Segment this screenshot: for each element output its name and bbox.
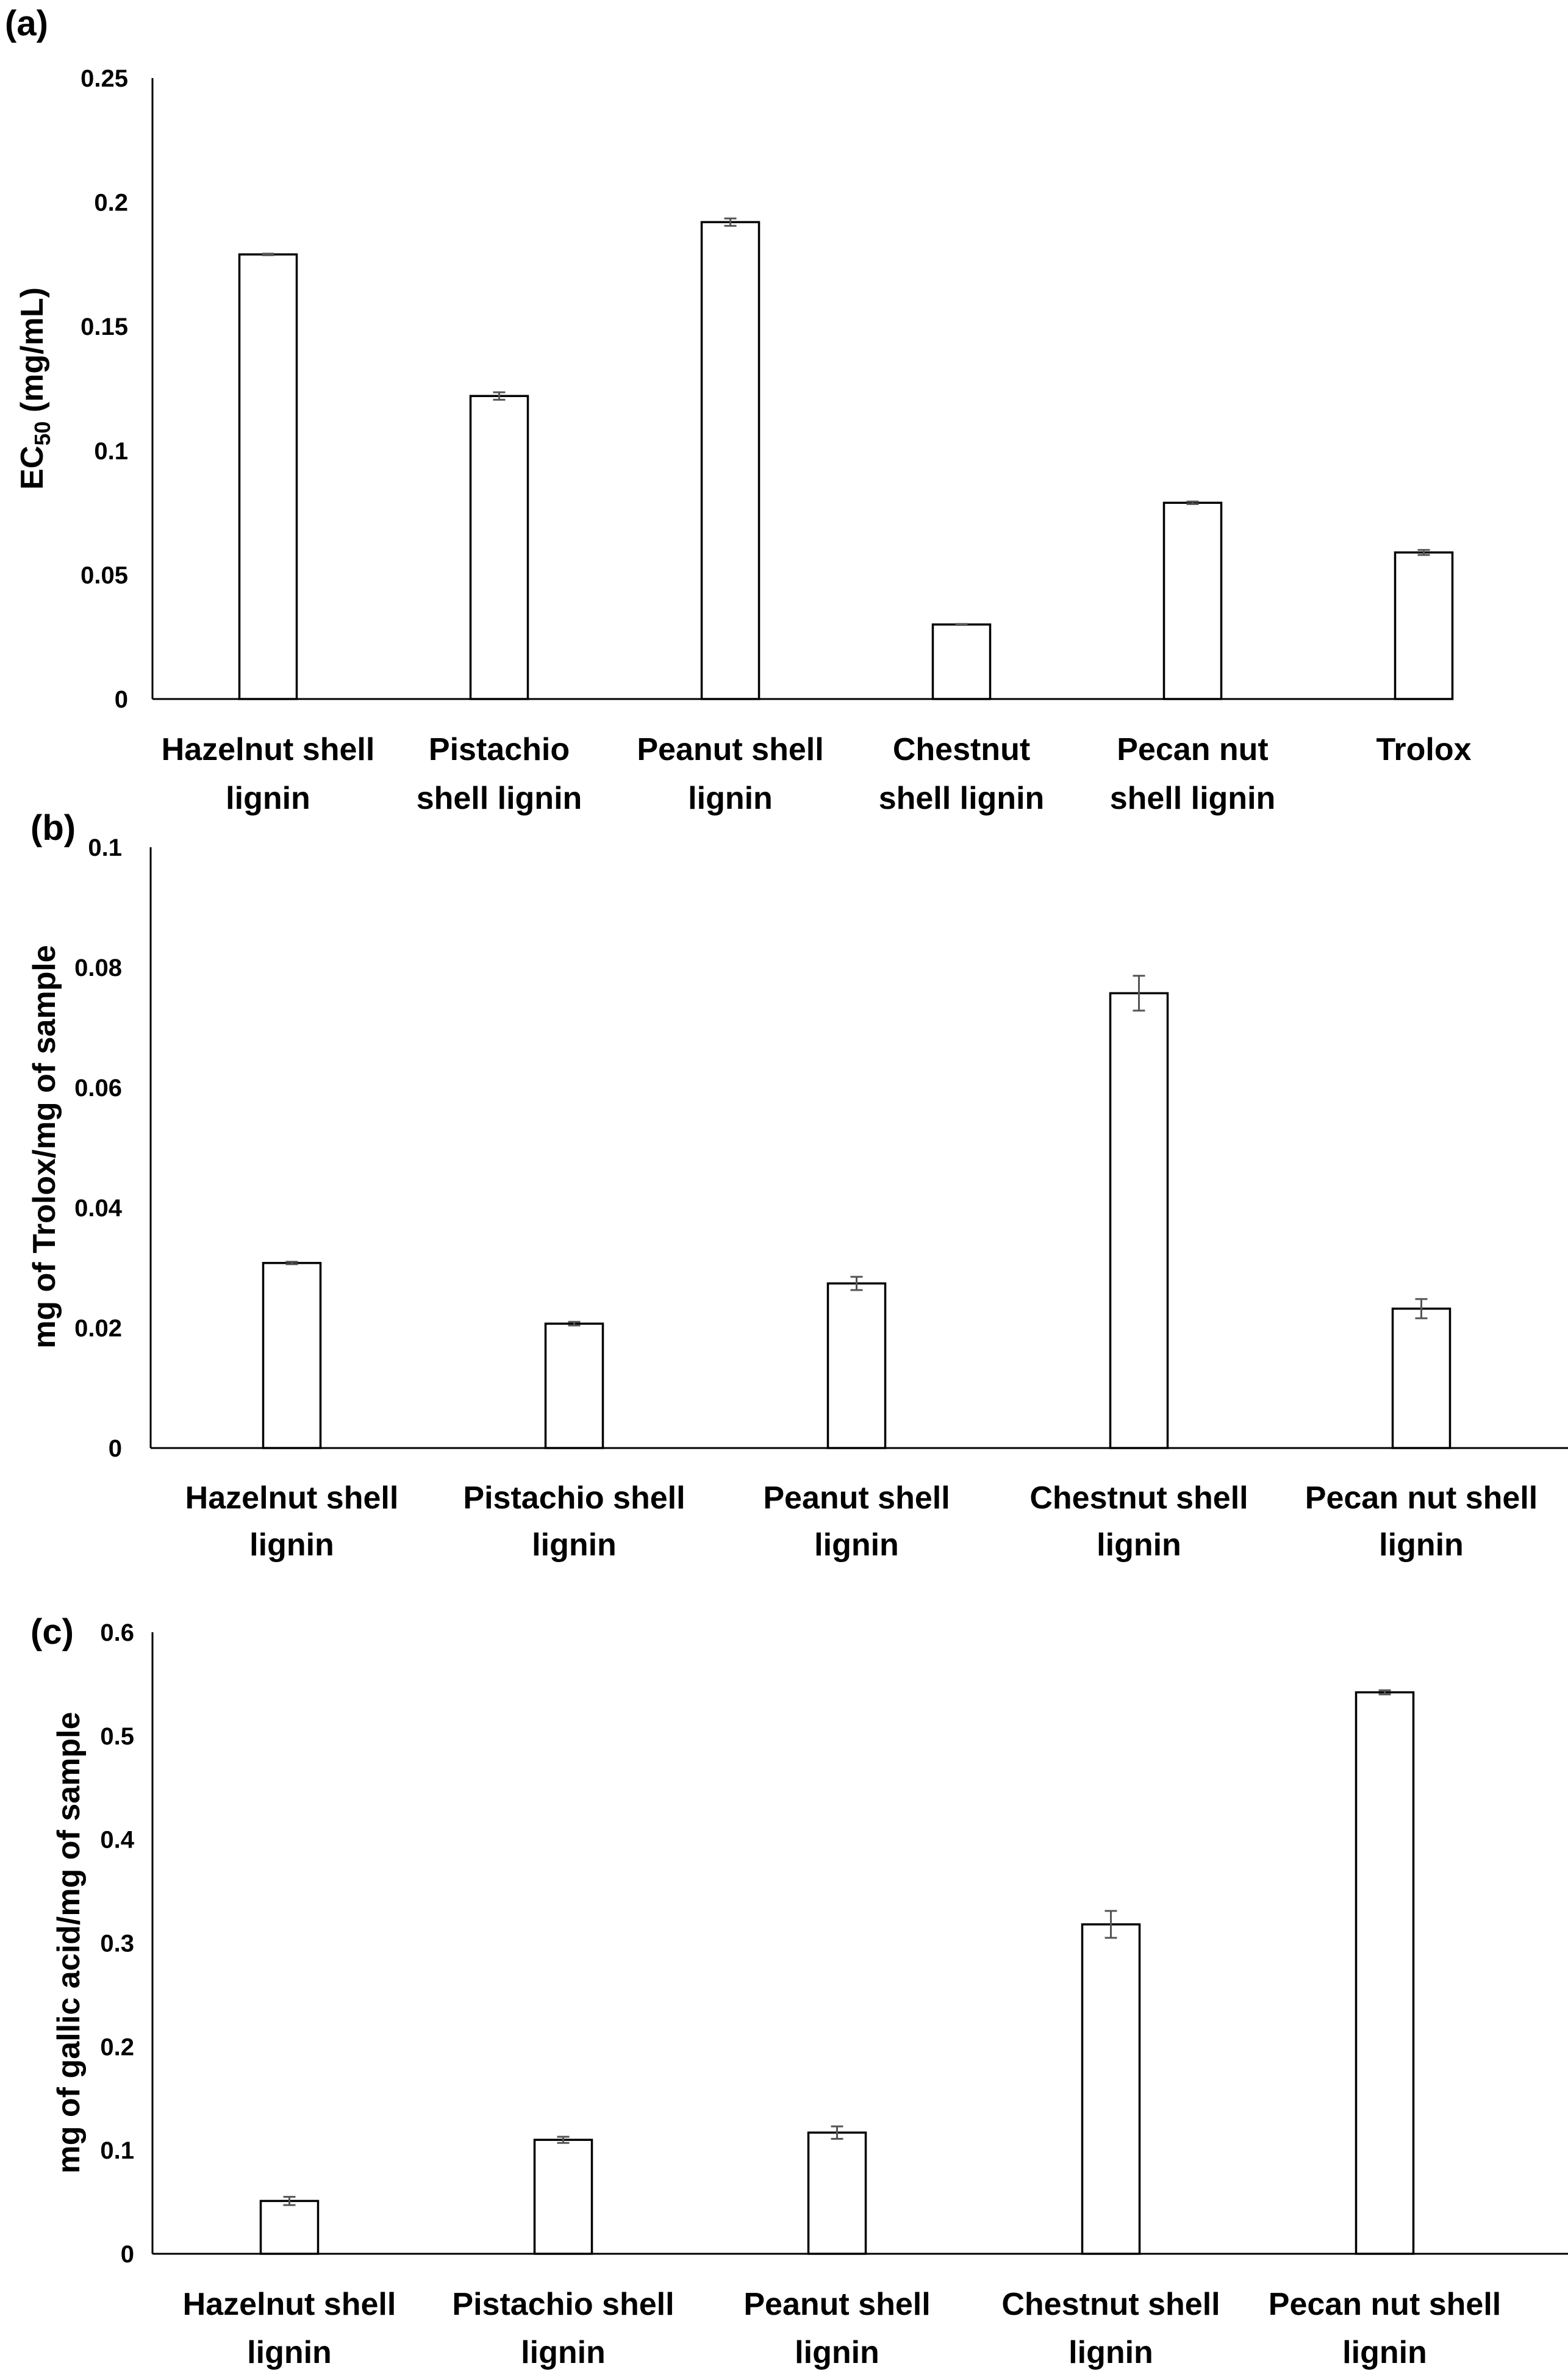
x-category-label: Peanut shell	[743, 2287, 930, 2322]
y-tick-label: 0.6	[100, 1619, 134, 1646]
y-tick-label: 0.1	[94, 438, 128, 465]
x-category-label: lignin	[1069, 2335, 1153, 2370]
error-bar	[850, 1275, 863, 1291]
panel-label: (c)	[30, 1612, 74, 1652]
x-category-label: lignin	[249, 1527, 334, 1563]
y-tick-label: 0.06	[74, 1075, 122, 1102]
bar	[1391, 1307, 1452, 1449]
error-bar	[955, 623, 968, 626]
bar	[1081, 1923, 1141, 2255]
error-bar	[285, 1261, 298, 1266]
y-tick-label: 0.5	[100, 1723, 134, 1750]
bar	[259, 2200, 320, 2255]
y-tick-label: 0.02	[74, 1315, 122, 1342]
chart-panel-b: (b) 0 0.02 0.04 0.06 0.08 0.1 mg of Trolox/mg o…	[27, 808, 1568, 1563]
bar	[1394, 551, 1454, 700]
panel-label: (b)	[30, 808, 76, 848]
bar	[238, 253, 298, 700]
bar	[1355, 1691, 1415, 2255]
y-tick-label: 0.2	[100, 2034, 134, 2060]
y-axis-title: mg of gallic acid/mg of sample	[51, 1712, 87, 2173]
y-tick-label: 0	[121, 2241, 134, 2268]
y-tick-label: 0.2	[94, 190, 128, 217]
bar	[807, 2131, 867, 2255]
bar	[533, 2139, 593, 2255]
error-bar	[557, 2135, 570, 2144]
error-bar	[1378, 1689, 1391, 1696]
x-category-label: Hazelnut shell	[183, 2287, 396, 2322]
x-category-label: Pistachio	[429, 732, 570, 767]
bar	[826, 1282, 887, 1449]
y-tick-label: 0	[109, 1435, 122, 1462]
x-category-label: Pecan nut shell	[1305, 1480, 1538, 1516]
x-category-label: lignin	[521, 2335, 606, 2370]
x-category-label: Chestnut shell	[1001, 2287, 1220, 2322]
x-category-label: Pistachio shell	[463, 1480, 685, 1516]
x-category-label: lignin	[1097, 1527, 1181, 1563]
error-bar	[262, 253, 274, 256]
y-tick-label: 0.04	[74, 1195, 123, 1222]
error-bar	[1417, 549, 1430, 556]
bar	[700, 221, 761, 700]
x-category-label: Pecan nut	[1117, 732, 1269, 767]
bar	[1109, 992, 1169, 1449]
y-tick-label: 0.1	[100, 2137, 134, 2164]
error-bar	[724, 217, 737, 227]
x-category-label: shell lignin	[879, 781, 1045, 816]
x-category-label: lignin	[532, 1527, 617, 1563]
chart-panel-a: (a) 0 0.05 0.1 0.15 0.2 0.25 EC50 (mg/mL) Hazeln…	[5, 4, 1472, 816]
x-category-label: Peanut shell	[763, 1480, 950, 1516]
x-category-label: Trolox	[1376, 732, 1471, 767]
x-category-label: lignin	[795, 2335, 879, 2370]
y-axis-title: EC50 (mg/mL)	[15, 287, 55, 490]
error-bar	[283, 2196, 296, 2206]
x-category-label: lignin	[814, 1527, 899, 1563]
y-tick-label: 0.4	[100, 1827, 134, 1854]
x-category-label: lignin	[688, 781, 773, 816]
y-tick-label: 0.08	[74, 955, 122, 981]
bar	[262, 1261, 322, 1449]
y-tick-label: 0.05	[81, 562, 128, 589]
x-category-label: Pecan nut shell	[1269, 2287, 1501, 2322]
x-category-label: lignin	[1342, 2335, 1427, 2370]
y-tick-label: 0.15	[81, 314, 128, 340]
error-bar	[1133, 975, 1145, 1012]
bar	[1162, 501, 1223, 700]
error-bar	[1104, 1910, 1117, 1939]
x-category-label: Hazelnut shell	[185, 1480, 399, 1516]
bar	[469, 395, 529, 700]
error-bar	[831, 2125, 843, 2140]
error-bar	[493, 391, 506, 401]
x-category-label: Chestnut	[893, 732, 1030, 767]
x-category-label: lignin	[1379, 1527, 1464, 1563]
x-category-label: Pistachio shell	[452, 2287, 674, 2322]
error-bar	[568, 1321, 581, 1327]
y-tick-label: 0.3	[100, 1931, 134, 1957]
x-category-label: Hazelnut shell	[162, 732, 375, 767]
x-category-label: Chestnut shell	[1029, 1480, 1248, 1516]
chart-panel-c: (c) 0 0.1 0.2 0.3 0.4 0.5 0.6 mg of gallic acid/…	[30, 1612, 1568, 2370]
y-tick-label: 0.1	[88, 834, 122, 861]
y-tick-label: 0	[115, 686, 128, 713]
bar	[931, 623, 992, 700]
error-bar	[1186, 500, 1199, 505]
x-category-label: lignin	[226, 781, 310, 816]
panel-label: (a)	[5, 4, 48, 43]
error-bar	[1415, 1298, 1428, 1319]
bar	[544, 1322, 604, 1449]
x-category-label: shell lignin	[417, 781, 582, 816]
x-category-label: shell lignin	[1110, 781, 1276, 816]
y-tick-label: 0.25	[81, 65, 128, 92]
y-axis-title: mg of Trolox/mg of sample	[27, 945, 62, 1349]
x-category-label: Peanut shell	[637, 732, 823, 767]
x-category-label: lignin	[247, 2335, 332, 2370]
